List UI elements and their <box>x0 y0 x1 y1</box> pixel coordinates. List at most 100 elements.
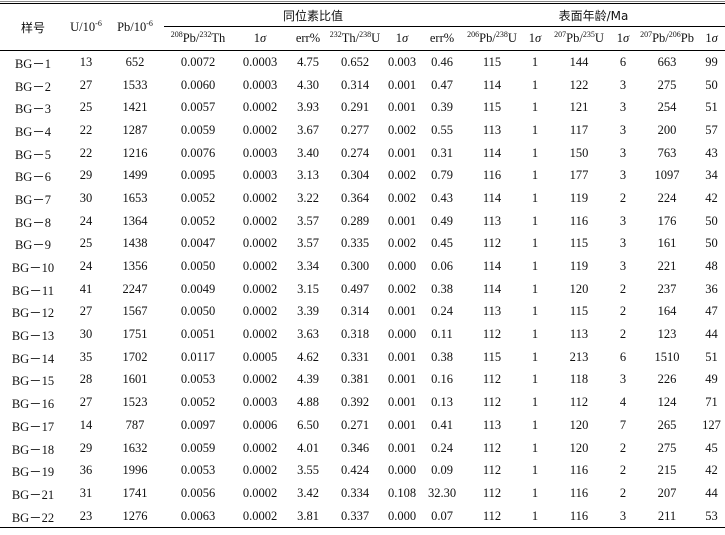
value-cell: 1 <box>531 122 539 137</box>
sample-id-cell: BG－3 <box>14 102 52 117</box>
value-cell: 49 <box>705 372 718 387</box>
value-cell: 1 <box>531 281 539 296</box>
value-cell: 0.0003 <box>242 77 278 92</box>
value-cell: 0.364 <box>340 190 370 205</box>
value-cell: 14 <box>79 417 93 432</box>
value-cell: 0.07 <box>422 504 463 529</box>
value-cell: 29 <box>79 168 93 183</box>
value-cell: 176 <box>657 213 677 228</box>
value-cell: 1 <box>531 77 539 92</box>
value-cell: 1438 <box>122 236 148 251</box>
value-cell: 0.45 <box>431 236 453 251</box>
value-cell: 43 <box>705 145 718 160</box>
value-cell: 117 <box>569 122 589 137</box>
value-cell: 112 <box>482 485 502 500</box>
value-cell: 0.0095 <box>180 168 216 183</box>
value-cell: 1996 <box>122 463 148 478</box>
value-cell: 42 <box>705 190 718 205</box>
value-cell: 221 <box>657 259 677 274</box>
value-cell: 3 <box>619 100 627 115</box>
value-cell: 0.0076 <box>180 145 216 160</box>
value-cell: 47 <box>705 304 718 319</box>
value-cell: 1421 <box>122 100 148 115</box>
value-cell: 1 <box>531 395 539 410</box>
value-cell: 0.335 <box>340 236 370 251</box>
value-cell: 51 <box>705 349 718 364</box>
value-cell: 1 <box>522 504 549 529</box>
value-cell: 0.001 <box>387 440 417 455</box>
table-row: BG－11 41 2247 0.0049 0.0002 3.15 0.497 0.002 0.3… <box>0 278 725 301</box>
value-cell: 0.337 <box>328 504 382 529</box>
value-cell: 3.93 <box>297 100 319 115</box>
value-cell: 6.50 <box>297 417 319 432</box>
value-cell: 44 <box>705 327 718 342</box>
value-cell: 1 <box>531 372 539 387</box>
value-cell: 0.55 <box>431 122 453 137</box>
value-cell: 0.002 <box>387 122 417 137</box>
value-cell: 30 <box>79 190 93 205</box>
value-cell: 113 <box>482 122 502 137</box>
value-cell: 1 <box>531 417 539 432</box>
value-cell: 0.0002 <box>242 281 278 296</box>
value-cell: 25 <box>79 236 93 251</box>
cropped-caption-edge <box>0 0 725 3</box>
table-row: BG－10 24 1356 0.0050 0.0002 3.34 0.300 0.000 0.0… <box>0 255 725 278</box>
value-cell: 22 <box>79 145 93 160</box>
sample-id-cell: BG－13 <box>11 329 55 344</box>
value-cell: 0.274 <box>340 145 370 160</box>
col-sample: 样号 <box>0 3 66 51</box>
value-cell: 34 <box>705 168 718 183</box>
value-cell: 0.39 <box>431 100 453 115</box>
sample-id-cell: BG－17 <box>11 419 55 434</box>
value-cell: 0.09 <box>431 463 453 478</box>
zircon-isotope-table: 样号 U/10-6 Pb/10-6 同位素比值 表面年龄/Ma 208Pb/23… <box>0 3 725 529</box>
value-cell: 119 <box>569 259 589 274</box>
value-cell: 113 <box>482 417 502 432</box>
col-1sigma-e: 1σ <box>698 26 725 51</box>
value-cell: 0.001 <box>387 304 417 319</box>
value-cell: 0.0072 <box>180 54 216 69</box>
sample-id-cell: BG－8 <box>14 215 52 230</box>
value-cell: 3 <box>619 77 627 92</box>
value-cell: 254 <box>657 100 677 115</box>
value-cell: 3 <box>619 213 627 228</box>
value-cell: 50 <box>705 213 718 228</box>
value-cell: 3 <box>619 122 627 137</box>
value-cell: 0.0059 <box>180 440 216 455</box>
value-cell: 0.0050 <box>180 304 216 319</box>
value-cell: 2 <box>619 463 627 478</box>
value-cell: 0.0053 <box>180 372 216 387</box>
value-cell: 118 <box>569 372 589 387</box>
value-cell: 0.0059 <box>180 122 216 137</box>
sample-id-cell: BG－22 <box>0 504 66 529</box>
value-cell: 114 <box>482 281 502 296</box>
value-cell: 3.39 <box>297 304 319 319</box>
value-cell: 1 <box>531 327 539 342</box>
value-cell: 0.300 <box>340 259 370 274</box>
value-cell: 44 <box>705 485 718 500</box>
value-cell: 1 <box>531 259 539 274</box>
value-cell: 0.0002 <box>242 236 278 251</box>
sample-id-cell: BG－2 <box>14 79 52 94</box>
sample-id-cell: BG－16 <box>11 397 55 412</box>
value-cell: 1 <box>531 54 539 69</box>
sample-id-cell: BG－14 <box>11 351 55 366</box>
sample-id-cell: BG－12 <box>11 306 55 321</box>
value-cell: 0.001 <box>387 77 417 92</box>
value-cell: 4.01 <box>297 440 319 455</box>
value-cell: 3 <box>619 372 627 387</box>
value-cell: 6 <box>619 349 627 364</box>
col-pb: Pb/10-6 <box>106 3 164 51</box>
table-row: BG－21 31 1741 0.0056 0.0002 3.42 0.334 0.108 32.… <box>0 482 725 505</box>
col-pb206-u238: 206Pb/238U <box>462 26 523 51</box>
value-cell: 0.0097 <box>180 417 216 432</box>
value-cell: 1523 <box>122 395 148 410</box>
value-cell: 224 <box>657 190 677 205</box>
value-cell: 3 <box>619 168 627 183</box>
value-cell: 36 <box>79 463 93 478</box>
value-cell: 3.15 <box>297 281 319 296</box>
value-cell: 0.0003 <box>242 54 278 69</box>
value-cell: 71 <box>705 395 718 410</box>
value-cell: 0.0003 <box>242 395 278 410</box>
table-row: BG－18 29 1632 0.0059 0.0002 4.01 0.346 0.001 0.2… <box>0 437 725 460</box>
